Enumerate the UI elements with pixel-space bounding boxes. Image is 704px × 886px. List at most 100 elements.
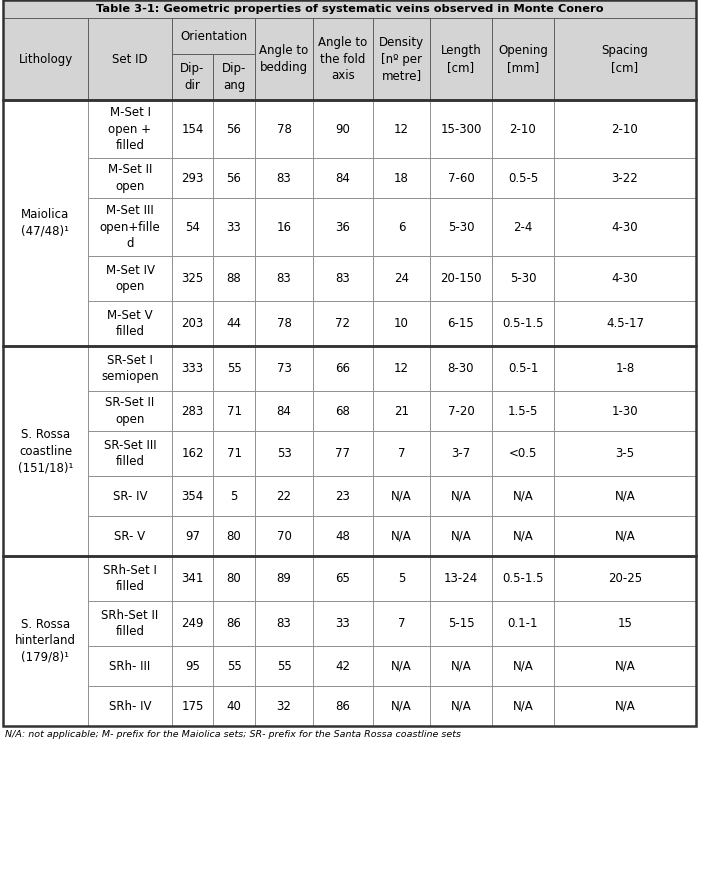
Text: N/A: N/A xyxy=(391,489,412,502)
Bar xyxy=(492,346,554,391)
Bar xyxy=(255,601,313,646)
Text: 83: 83 xyxy=(277,272,291,285)
Text: N/A: N/A xyxy=(391,700,412,712)
Text: 18: 18 xyxy=(394,172,409,184)
Text: 5-15: 5-15 xyxy=(448,617,474,630)
Bar xyxy=(88,198,172,256)
Bar xyxy=(373,100,430,158)
Text: 325: 325 xyxy=(182,272,203,285)
Text: N/A: N/A xyxy=(513,530,534,542)
Bar xyxy=(172,646,213,686)
Text: N/A: N/A xyxy=(513,489,534,502)
Bar xyxy=(255,431,313,476)
Bar xyxy=(430,100,492,158)
Bar xyxy=(430,686,492,726)
Bar xyxy=(313,686,373,726)
Bar xyxy=(313,158,373,198)
Bar xyxy=(313,556,373,601)
Bar xyxy=(255,198,313,256)
Bar xyxy=(172,476,213,516)
Text: 68: 68 xyxy=(336,405,351,417)
Text: 48: 48 xyxy=(336,530,351,542)
Text: 95: 95 xyxy=(185,659,200,672)
Bar xyxy=(554,18,696,100)
Bar xyxy=(88,256,172,301)
Text: 22: 22 xyxy=(277,489,291,502)
Bar xyxy=(172,601,213,646)
Text: N/A: N/A xyxy=(391,530,412,542)
Bar xyxy=(172,18,255,54)
Bar xyxy=(373,391,430,431)
Text: N/A: N/A xyxy=(615,530,636,542)
Text: S. Rossa
coastline
(151/18)¹: S. Rossa coastline (151/18)¹ xyxy=(18,428,73,474)
Text: SRh- IV: SRh- IV xyxy=(108,700,151,712)
Text: 23: 23 xyxy=(336,489,351,502)
Bar xyxy=(430,556,492,601)
Bar xyxy=(172,158,213,198)
Text: Density
[nº per
metre]: Density [nº per metre] xyxy=(379,36,424,82)
Bar xyxy=(492,516,554,556)
Bar xyxy=(492,158,554,198)
Text: 162: 162 xyxy=(181,447,203,460)
Text: Spacing
[cm]: Spacing [cm] xyxy=(601,44,648,74)
Bar xyxy=(373,516,430,556)
Bar xyxy=(213,516,255,556)
Text: 6-15: 6-15 xyxy=(448,317,474,330)
Text: SR-Set I
semiopen: SR-Set I semiopen xyxy=(101,354,159,384)
Bar xyxy=(172,391,213,431)
Text: 333: 333 xyxy=(182,362,203,375)
Text: SR- IV: SR- IV xyxy=(113,489,147,502)
Text: M-Set II
open: M-Set II open xyxy=(108,163,152,193)
Text: 83: 83 xyxy=(277,172,291,184)
Bar xyxy=(373,18,430,100)
Bar xyxy=(213,476,255,516)
Text: 7: 7 xyxy=(398,447,406,460)
Bar xyxy=(313,198,373,256)
Bar xyxy=(3,556,696,726)
Text: SRh-Set II
filled: SRh-Set II filled xyxy=(101,609,158,638)
Text: 2-10: 2-10 xyxy=(612,122,639,136)
Bar xyxy=(492,256,554,301)
Text: N/A: N/A xyxy=(451,530,472,542)
Bar xyxy=(88,18,172,100)
Text: 71: 71 xyxy=(227,447,241,460)
Text: 2-4: 2-4 xyxy=(513,221,533,234)
Text: 15-300: 15-300 xyxy=(440,122,482,136)
Bar xyxy=(3,18,88,100)
Text: 5: 5 xyxy=(230,489,238,502)
Text: 3-22: 3-22 xyxy=(612,172,639,184)
Bar xyxy=(255,476,313,516)
Bar xyxy=(313,516,373,556)
Text: SRh-Set I
filled: SRh-Set I filled xyxy=(103,563,157,594)
Bar xyxy=(554,256,696,301)
Text: 54: 54 xyxy=(185,221,200,234)
Bar xyxy=(554,100,696,158)
Text: 89: 89 xyxy=(277,572,291,585)
Bar xyxy=(213,686,255,726)
Text: N/A: N/A xyxy=(451,659,472,672)
Bar xyxy=(492,100,554,158)
Bar xyxy=(255,100,313,158)
Text: 4-30: 4-30 xyxy=(612,221,639,234)
Text: M-Set IV
open: M-Set IV open xyxy=(106,264,154,293)
Bar xyxy=(554,158,696,198)
Text: 10: 10 xyxy=(394,317,409,330)
Text: 80: 80 xyxy=(227,572,241,585)
Text: 0.5-1.5: 0.5-1.5 xyxy=(502,572,543,585)
Bar xyxy=(430,301,492,346)
Text: Table 3-1: Geometric properties of systematic veins observed in Monte Conero: Table 3-1: Geometric properties of syste… xyxy=(96,4,603,14)
Text: SRh- III: SRh- III xyxy=(109,659,151,672)
Text: 65: 65 xyxy=(336,572,351,585)
Text: Orientation: Orientation xyxy=(180,29,247,43)
Bar xyxy=(430,476,492,516)
Text: 33: 33 xyxy=(336,617,351,630)
Text: 154: 154 xyxy=(182,122,203,136)
Text: 20-150: 20-150 xyxy=(440,272,482,285)
Text: 12: 12 xyxy=(394,122,409,136)
Text: 56: 56 xyxy=(227,172,241,184)
Bar xyxy=(255,556,313,601)
Bar xyxy=(373,556,430,601)
Bar xyxy=(88,516,172,556)
Text: 341: 341 xyxy=(182,572,203,585)
Bar xyxy=(373,346,430,391)
